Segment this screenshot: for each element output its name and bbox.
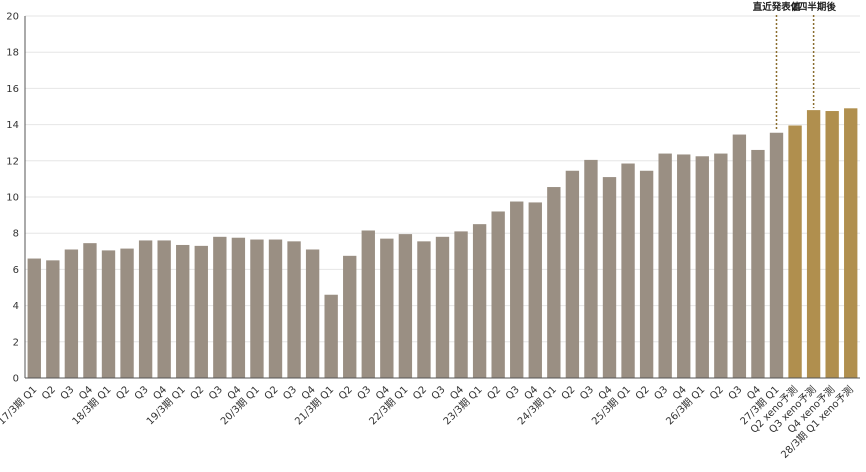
x-tick-label: Q2	[40, 384, 58, 402]
forecast-bar	[788, 125, 802, 378]
bar	[231, 237, 246, 378]
y-tick-label: 12	[6, 156, 19, 167]
y-tick-label: 4	[13, 301, 19, 312]
x-tick-label: Q2	[485, 384, 503, 402]
bar	[27, 258, 41, 378]
bar	[658, 153, 672, 378]
forecast-bar	[825, 111, 839, 379]
x-tick-label: Q2	[560, 384, 578, 402]
bar	[287, 241, 301, 378]
x-tick-label: Q2	[263, 384, 281, 402]
x-tick-label: Q3	[430, 384, 448, 402]
annotation-label: 2四半期後	[791, 1, 836, 13]
bar	[547, 187, 561, 378]
bar	[584, 159, 598, 378]
bar	[714, 153, 728, 378]
x-tick-label: Q3	[578, 384, 596, 402]
bars	[27, 108, 858, 379]
bar	[380, 238, 394, 378]
bar	[268, 239, 283, 378]
bar	[751, 149, 765, 378]
bar	[435, 236, 450, 378]
bar	[528, 202, 542, 378]
y-tick-label: 0	[13, 374, 19, 385]
forecast-bar	[844, 108, 858, 378]
bar	[398, 234, 413, 378]
x-tick-label: Q2	[189, 384, 207, 402]
bar	[677, 154, 691, 378]
x-tick-label: Q2	[337, 384, 355, 402]
x-tick-label: Q3	[281, 384, 299, 402]
bar	[120, 248, 134, 378]
bar	[621, 163, 635, 378]
bar	[138, 240, 153, 378]
x-tick-label: Q2	[634, 384, 652, 402]
x-tick-label: Q3	[59, 384, 77, 402]
y-tick-label: 14	[6, 120, 19, 131]
forecast-bar	[806, 110, 821, 379]
bar	[157, 240, 171, 378]
x-tick-label: Q3	[133, 384, 151, 402]
x-tick-label: Q3	[207, 384, 225, 402]
x-tick-label: Q3	[356, 384, 374, 402]
y-tick-label: 8	[13, 229, 19, 240]
bar	[510, 201, 524, 378]
bar	[361, 230, 375, 378]
bar	[250, 239, 264, 378]
x-tick-label: Q3	[652, 384, 670, 402]
bar	[454, 231, 468, 378]
x-tick-label: Q3	[504, 384, 522, 402]
bar	[565, 170, 580, 378]
bar	[305, 249, 320, 378]
y-tick-label: 18	[6, 48, 19, 59]
bar	[343, 255, 357, 378]
bar	[491, 211, 505, 378]
bar	[769, 132, 784, 378]
y-axis-ticks: 0 2 4 6 8 10 12 14 16 18 20	[6, 12, 19, 385]
bar	[324, 294, 338, 378]
bar	[176, 244, 190, 378]
bar	[64, 249, 79, 378]
bar	[602, 177, 617, 378]
bar	[639, 170, 654, 378]
bar	[732, 134, 747, 378]
x-tick-label: Q2	[411, 384, 429, 402]
bar	[46, 260, 60, 378]
x-tick-label: Q3	[727, 384, 745, 402]
bar	[417, 241, 431, 378]
y-tick-label: 2	[13, 337, 19, 348]
bar	[101, 250, 116, 378]
bar	[194, 245, 208, 378]
y-tick-label: 20	[6, 12, 19, 23]
bar	[213, 236, 227, 378]
y-tick-label: 10	[6, 193, 19, 204]
bar	[472, 224, 487, 378]
bar	[695, 156, 709, 378]
x-tick-label: Q2	[708, 384, 726, 402]
bar	[83, 243, 97, 378]
y-tick-label: 16	[6, 84, 19, 95]
x-tick-label: 17/3期 Q1	[0, 384, 39, 428]
annotation-label: 直近発表値	[753, 1, 801, 13]
y-tick-label: 6	[13, 265, 19, 276]
x-tick-label: Q2	[114, 384, 132, 402]
